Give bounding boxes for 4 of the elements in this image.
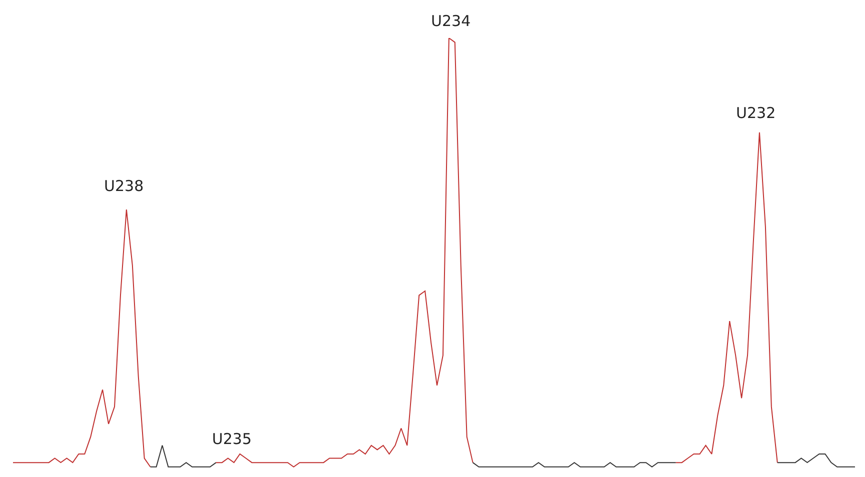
- annotation: U235: [212, 430, 252, 448]
- annotation: U232: [736, 104, 776, 122]
- annotation: U238: [104, 177, 144, 195]
- text: U234: [431, 12, 471, 30]
